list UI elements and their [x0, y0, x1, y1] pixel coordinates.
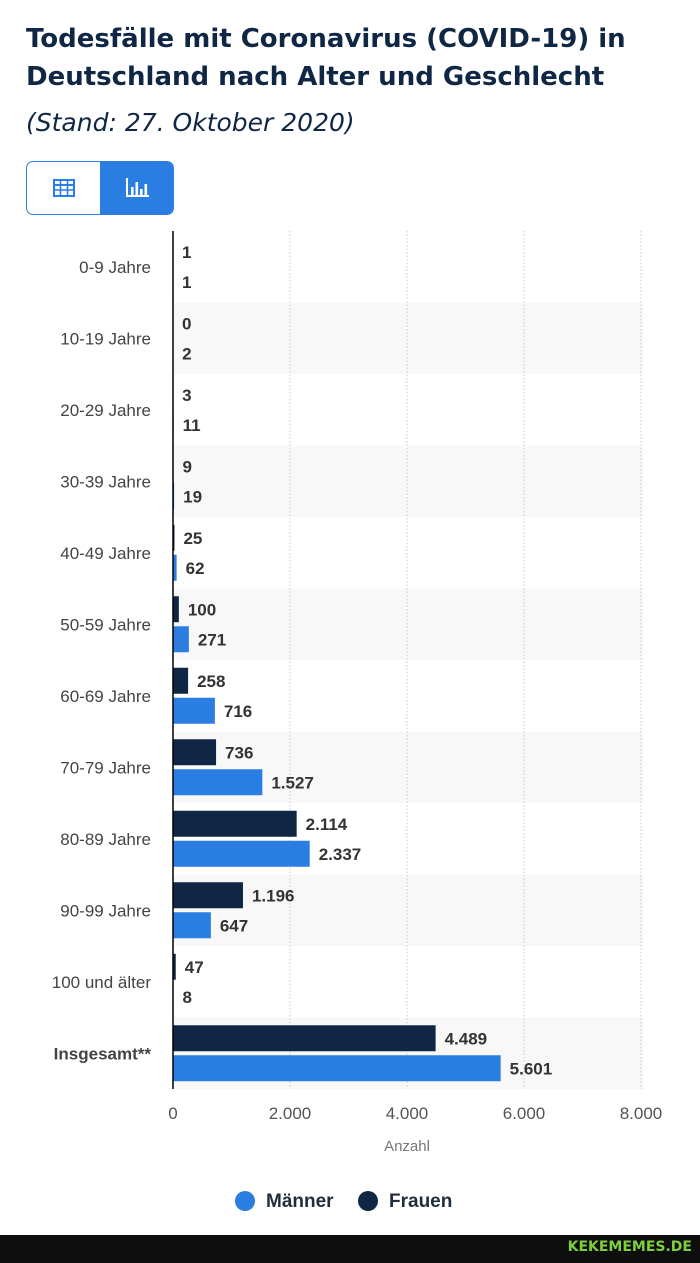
data-label: 11	[183, 416, 201, 435]
bar	[173, 667, 189, 694]
band-background	[173, 445, 643, 517]
data-label: 25	[183, 529, 202, 548]
data-label: 2	[182, 344, 191, 363]
data-label: 9	[183, 457, 192, 476]
bar	[173, 739, 217, 766]
data-label: 4.489	[445, 1029, 488, 1048]
category-label: Insgesamt**	[54, 1044, 152, 1063]
table-icon	[52, 179, 75, 197]
x-tick-label: 6.000	[503, 1104, 546, 1123]
bar	[173, 1025, 436, 1052]
band-background	[173, 302, 643, 374]
band-background	[173, 588, 643, 660]
data-label: 2.337	[319, 845, 362, 864]
bar	[173, 912, 211, 939]
data-label: 2.114	[306, 815, 348, 834]
category-label: 90-99 Jahre	[60, 901, 151, 920]
legend-swatch	[235, 1191, 255, 1211]
chart-title: Todesfälle mit Coronavirus (COVID-19) in…	[26, 24, 626, 92]
data-label: 62	[186, 559, 205, 578]
data-label: 1	[182, 243, 191, 262]
data-label: 258	[197, 672, 225, 691]
bar	[173, 953, 176, 980]
legend-label: Frauen	[389, 1191, 452, 1212]
data-label: 19	[183, 487, 202, 506]
x-tick-label: 4.000	[386, 1104, 429, 1123]
x-axis-title: Anzahl	[384, 1138, 430, 1155]
data-label: 271	[198, 630, 226, 649]
data-label: 47	[185, 958, 204, 977]
category-label: 70-79 Jahre	[60, 758, 151, 777]
view-toggle	[26, 161, 174, 215]
data-label: 1.196	[252, 886, 295, 905]
category-label: 30-39 Jahre	[60, 472, 151, 491]
data-label: 716	[224, 702, 252, 721]
legend-swatch	[358, 1191, 378, 1211]
band-background	[173, 874, 643, 946]
data-label: 736	[225, 743, 253, 762]
bar	[173, 882, 243, 909]
category-label: 20-29 Jahre	[60, 401, 151, 420]
x-tick-label: 0	[168, 1104, 177, 1123]
x-tick-label: 8.000	[620, 1104, 663, 1123]
category-label: 0-9 Jahre	[79, 258, 151, 277]
bar	[173, 554, 177, 581]
legend-label: Männer	[266, 1191, 334, 1212]
data-label: 3	[182, 386, 191, 405]
data-label: 1	[182, 273, 191, 292]
bar	[173, 596, 179, 623]
data-label: 8	[182, 988, 191, 1007]
bar	[173, 810, 297, 837]
bar	[173, 697, 215, 724]
table-view-button[interactable]	[27, 162, 100, 214]
x-tick-label: 2.000	[269, 1104, 312, 1123]
category-label: 50-59 Jahre	[60, 615, 151, 634]
category-label: 60-69 Jahre	[60, 687, 151, 706]
bar	[173, 769, 263, 796]
bar	[173, 626, 189, 653]
data-label: 0	[182, 314, 191, 333]
data-label: 647	[220, 916, 248, 935]
chart-view-button[interactable]	[100, 162, 173, 214]
category-label: 10-19 Jahre	[60, 329, 151, 348]
category-label: 40-49 Jahre	[60, 544, 151, 563]
footer-bar: KEKEMEMES.DE	[0, 1235, 700, 1263]
watermark: KEKEMEMES.DE	[567, 1239, 692, 1255]
bar-chart-icon	[125, 178, 149, 197]
data-label: 5.601	[510, 1059, 553, 1078]
bar	[173, 840, 310, 867]
chart-subtitle: (Stand: 27. Oktober 2020)	[26, 108, 355, 137]
data-label: 1.527	[271, 773, 314, 792]
category-label: 80-89 Jahre	[60, 830, 151, 849]
category-label: 100 und älter	[52, 973, 152, 992]
data-label: 100	[188, 600, 216, 619]
bar	[173, 1055, 501, 1082]
